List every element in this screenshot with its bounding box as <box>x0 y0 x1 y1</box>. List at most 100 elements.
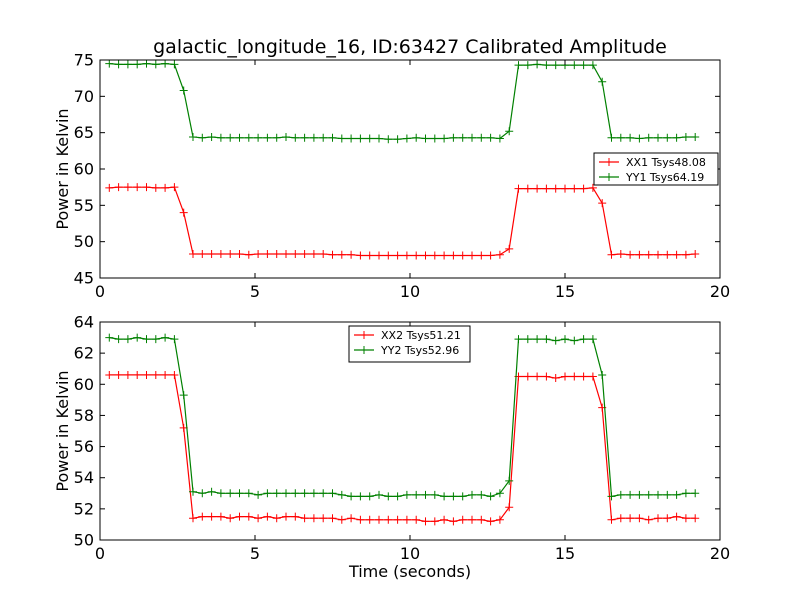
data-point-marker <box>105 333 114 342</box>
data-point-marker <box>151 370 160 379</box>
data-point-marker <box>672 133 681 142</box>
series-line-0-1 <box>109 62 696 140</box>
data-point-marker <box>179 208 188 217</box>
data-point-marker <box>486 517 495 526</box>
data-point-marker <box>570 61 579 70</box>
data-point-marker <box>588 372 597 381</box>
data-point-marker <box>133 183 142 192</box>
data-point-marker <box>458 515 467 524</box>
data-point-marker <box>272 133 281 142</box>
x-tick-label: 10 <box>400 282 420 301</box>
data-point-marker <box>468 490 476 499</box>
data-point-marker <box>123 60 132 69</box>
data-point-marker <box>244 489 253 498</box>
chart-title: galactic_longitude_16, ID:63427 Calibrat… <box>153 36 667 58</box>
data-point-marker <box>691 133 700 142</box>
top-plot: 0 5 10 15 20 45 50 55 60 65 70 75 Power in Kelvin XX1… <box>53 51 730 302</box>
data-point-marker <box>375 490 383 499</box>
data-point-marker <box>235 512 244 521</box>
data-point-marker <box>198 250 207 259</box>
x-tick-label: 0 <box>95 544 105 563</box>
data-point-marker <box>235 133 244 142</box>
data-point-marker <box>598 199 607 208</box>
data-point-marker <box>347 250 356 259</box>
x-tick-label: 5 <box>250 544 260 563</box>
data-point-marker <box>542 61 551 70</box>
data-point-marker <box>430 251 439 260</box>
data-point-marker <box>365 251 374 260</box>
data-point-marker <box>114 370 123 379</box>
data-point-marker <box>542 372 551 381</box>
data-point-marker <box>616 490 625 499</box>
data-point-marker <box>254 514 263 523</box>
data-point-marker <box>319 250 328 259</box>
data-point-marker <box>170 60 179 69</box>
data-point-marker <box>440 492 449 501</box>
data-point-marker <box>244 512 253 521</box>
data-point-marker <box>207 133 216 142</box>
data-point-marker <box>393 135 402 144</box>
data-point-marker <box>579 61 588 70</box>
x-tick-label: 5 <box>250 282 260 301</box>
data-point-marker <box>347 514 356 523</box>
series-line-1-1 <box>109 336 696 498</box>
data-point-marker <box>291 133 300 142</box>
data-point-marker <box>133 60 142 69</box>
data-point-marker <box>254 133 263 142</box>
data-point-marker <box>477 490 486 499</box>
data-point-marker <box>607 515 616 524</box>
data-point-marker <box>123 370 132 379</box>
data-point-marker <box>588 183 597 192</box>
data-point-marker <box>207 487 216 496</box>
data-point-marker <box>412 133 421 142</box>
data-point-marker <box>105 183 114 192</box>
data-point-marker <box>300 250 309 259</box>
data-point-marker <box>300 514 309 523</box>
data-point-marker <box>226 250 235 259</box>
data-point-marker <box>635 490 644 499</box>
data-point-marker <box>142 59 151 68</box>
legend-label: YY1 Tsys64.19 <box>625 171 704 184</box>
data-point-marker <box>672 512 681 521</box>
data-point-marker <box>672 250 681 259</box>
data-point-marker <box>272 489 281 498</box>
data-point-marker <box>347 134 356 143</box>
data-point-marker <box>663 250 672 259</box>
data-point-marker <box>505 127 514 136</box>
data-point-marker <box>254 490 263 499</box>
data-point-marker <box>356 251 365 260</box>
data-point-marker <box>337 515 346 524</box>
data-point-marker <box>179 391 188 400</box>
data-point-marker <box>626 514 635 523</box>
data-point-marker <box>170 335 179 344</box>
data-point-marker <box>282 489 290 498</box>
data-point-marker <box>105 370 114 379</box>
data-point-marker <box>458 492 467 501</box>
data-point-marker <box>114 335 123 344</box>
data-point-marker <box>421 251 430 260</box>
data-point-marker <box>356 515 365 524</box>
data-point-marker <box>579 184 588 193</box>
data-point-marker <box>161 183 170 192</box>
data-point-marker <box>579 335 588 344</box>
y-tick-label: 50 <box>74 232 94 251</box>
data-point-marker <box>440 134 449 143</box>
data-point-marker <box>402 251 411 260</box>
data-point-marker <box>384 492 393 501</box>
data-point-marker <box>523 61 532 70</box>
data-point-marker <box>588 335 597 344</box>
bottom-plot: 0 5 10 15 20 50 52 54 56 58 60 62 64 Power in Kelvin T… <box>53 313 730 582</box>
x-tick-label: 10 <box>400 544 420 563</box>
legend-marker <box>360 331 368 339</box>
data-point-marker <box>421 490 430 499</box>
y-tick-label: 56 <box>74 437 94 456</box>
data-point-marker <box>263 489 272 498</box>
data-point-marker <box>151 183 160 192</box>
data-point-marker <box>384 251 393 260</box>
data-point-marker <box>505 476 514 485</box>
data-point-marker <box>328 133 337 142</box>
data-point-marker <box>551 336 560 345</box>
data-point-marker <box>161 59 170 68</box>
data-point-marker <box>170 370 179 379</box>
data-point-marker <box>533 335 542 344</box>
